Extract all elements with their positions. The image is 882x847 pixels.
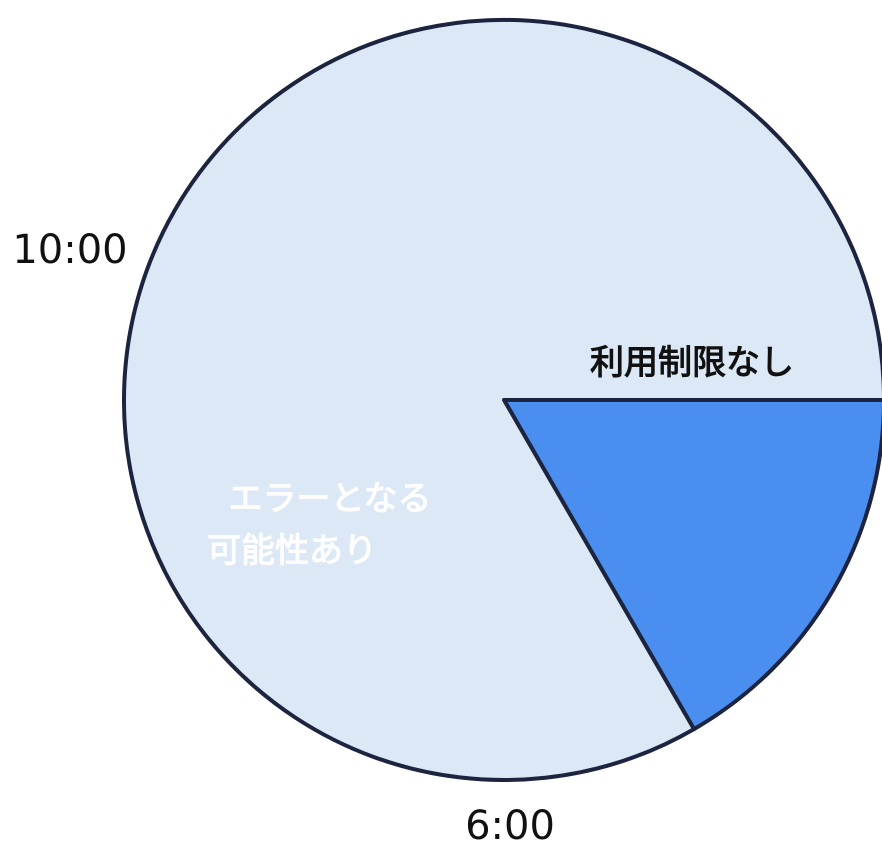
pie-slice-unlimited <box>122 18 882 782</box>
pie-slice-error <box>502 398 882 732</box>
pie-slices <box>122 18 882 782</box>
pie-labels: エラーとなる 可能性あり 利用制限なし 10:00 6:00 <box>12 227 794 847</box>
slice-label-error-line-2: 可能性あり <box>207 531 377 571</box>
slice-label-error-line-1: エラーとなる <box>229 479 432 519</box>
time-label-6: 6:00 <box>465 803 555 847</box>
slice-label-unlimited: 利用制限なし <box>590 343 794 383</box>
time-label-10: 10:00 <box>12 227 127 273</box>
